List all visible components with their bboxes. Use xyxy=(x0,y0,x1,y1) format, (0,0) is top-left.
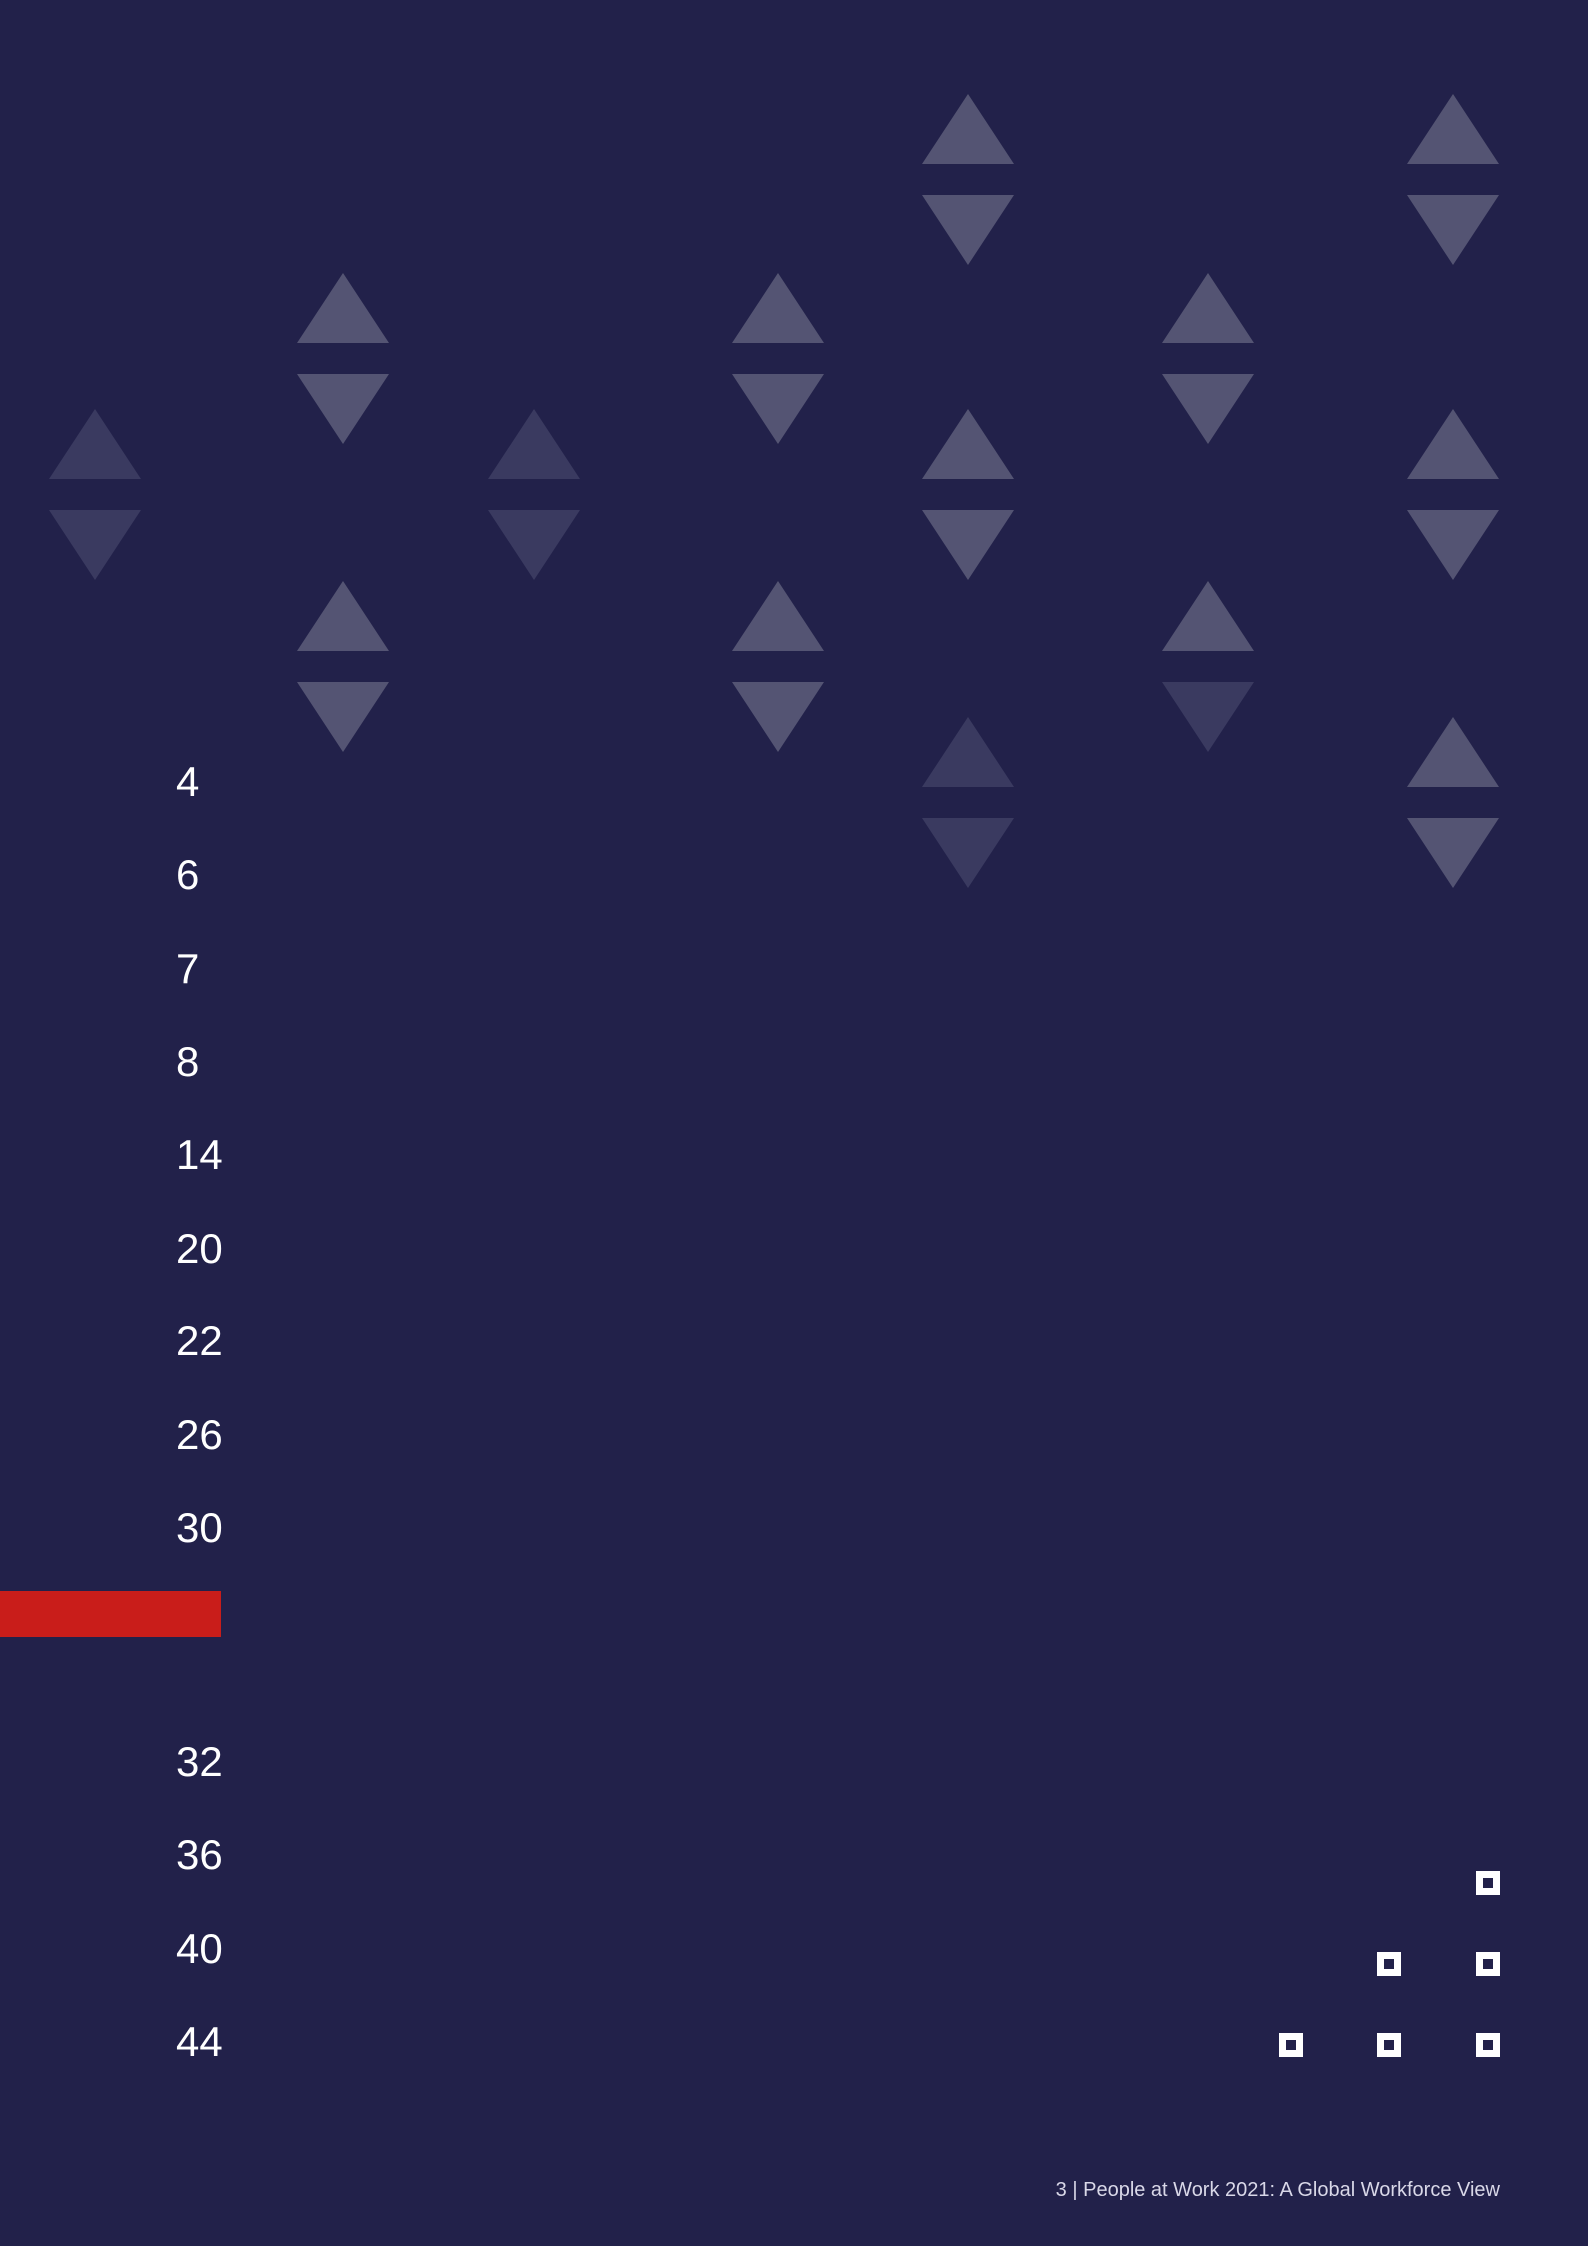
triangle-down-icon xyxy=(297,682,389,752)
toc-page-number[interactable]: 14 xyxy=(176,1131,223,1178)
triangle-down-icon xyxy=(922,818,1014,888)
triangle-up-icon xyxy=(1407,94,1499,164)
triangle-pair-icon xyxy=(297,273,389,444)
triangle-down-icon xyxy=(1407,510,1499,580)
triangle-pair-icon xyxy=(297,581,389,752)
triangle-up-icon xyxy=(1407,409,1499,479)
toc-page-number[interactable]: 8 xyxy=(176,1038,200,1085)
toc-page-number[interactable]: 7 xyxy=(176,945,200,992)
triangle-up-icon xyxy=(1407,717,1499,787)
triangle-down-icon xyxy=(922,195,1014,265)
triangle-up-icon xyxy=(297,273,389,343)
logo-square-center-icon xyxy=(1384,2040,1394,2050)
toc-page-number[interactable]: 30 xyxy=(176,1504,223,1551)
toc-page-number[interactable]: 6 xyxy=(176,851,200,898)
triangle-pair-icon xyxy=(922,717,1014,888)
toc-page-number[interactable]: 22 xyxy=(176,1317,223,1364)
logo-square-center-icon xyxy=(1286,2040,1296,2050)
triangle-pair-icon xyxy=(1407,94,1499,265)
toc-page-number[interactable]: 26 xyxy=(176,1411,223,1458)
triangle-pair-icon xyxy=(1162,581,1254,752)
triangle-up-icon xyxy=(732,581,824,651)
logo-square-center-icon xyxy=(1384,1959,1394,1969)
triangle-pair-icon xyxy=(1407,409,1499,580)
toc-page-number[interactable]: 32 xyxy=(176,1738,223,1785)
triangle-pair-icon xyxy=(922,409,1014,580)
logo-square-center-icon xyxy=(1483,1878,1493,1888)
triangle-pair-icon xyxy=(488,409,580,580)
page-footer: 3 | People at Work 2021: A Global Workfo… xyxy=(1055,2179,1500,2201)
triangle-down-icon xyxy=(49,510,141,580)
triangle-down-icon xyxy=(1162,682,1254,752)
triangle-down-icon xyxy=(1407,818,1499,888)
toc-page-number[interactable]: 40 xyxy=(176,1925,223,1972)
triangle-pair-icon xyxy=(1407,717,1499,888)
triangle-up-icon xyxy=(1162,273,1254,343)
triangle-up-icon xyxy=(922,409,1014,479)
triangle-up-icon xyxy=(922,94,1014,164)
logo-square-center-icon xyxy=(1483,2040,1493,2050)
triangle-down-icon xyxy=(732,682,824,752)
triangle-down-icon xyxy=(922,510,1014,580)
triangle-down-icon xyxy=(297,374,389,444)
triangle-pair-icon xyxy=(1162,273,1254,444)
triangle-down-icon xyxy=(1162,374,1254,444)
triangle-up-icon xyxy=(922,717,1014,787)
toc-page-number[interactable]: 20 xyxy=(176,1225,223,1272)
toc-page-number[interactable]: 4 xyxy=(176,758,200,805)
triangle-up-icon xyxy=(297,581,389,651)
toc-page-number[interactable]: 36 xyxy=(176,1831,223,1878)
triangle-up-icon xyxy=(732,273,824,343)
triangle-down-icon xyxy=(488,510,580,580)
triangle-down-icon xyxy=(1407,195,1499,265)
square-grid-logo-icon xyxy=(1279,1871,1500,2057)
logo-square-center-icon xyxy=(1483,1959,1493,1969)
section-divider-bar xyxy=(0,1591,221,1637)
triangle-pair-icon xyxy=(732,273,824,444)
triangle-pair-icon xyxy=(49,409,141,580)
triangle-up-icon xyxy=(49,409,141,479)
triangle-up-icon xyxy=(488,409,580,479)
triangle-down-icon xyxy=(732,374,824,444)
triangle-pair-icon xyxy=(922,94,1014,265)
triangle-pair-icon xyxy=(732,581,824,752)
toc-page-number[interactable]: 44 xyxy=(176,2018,223,2065)
triangle-up-icon xyxy=(1162,581,1254,651)
